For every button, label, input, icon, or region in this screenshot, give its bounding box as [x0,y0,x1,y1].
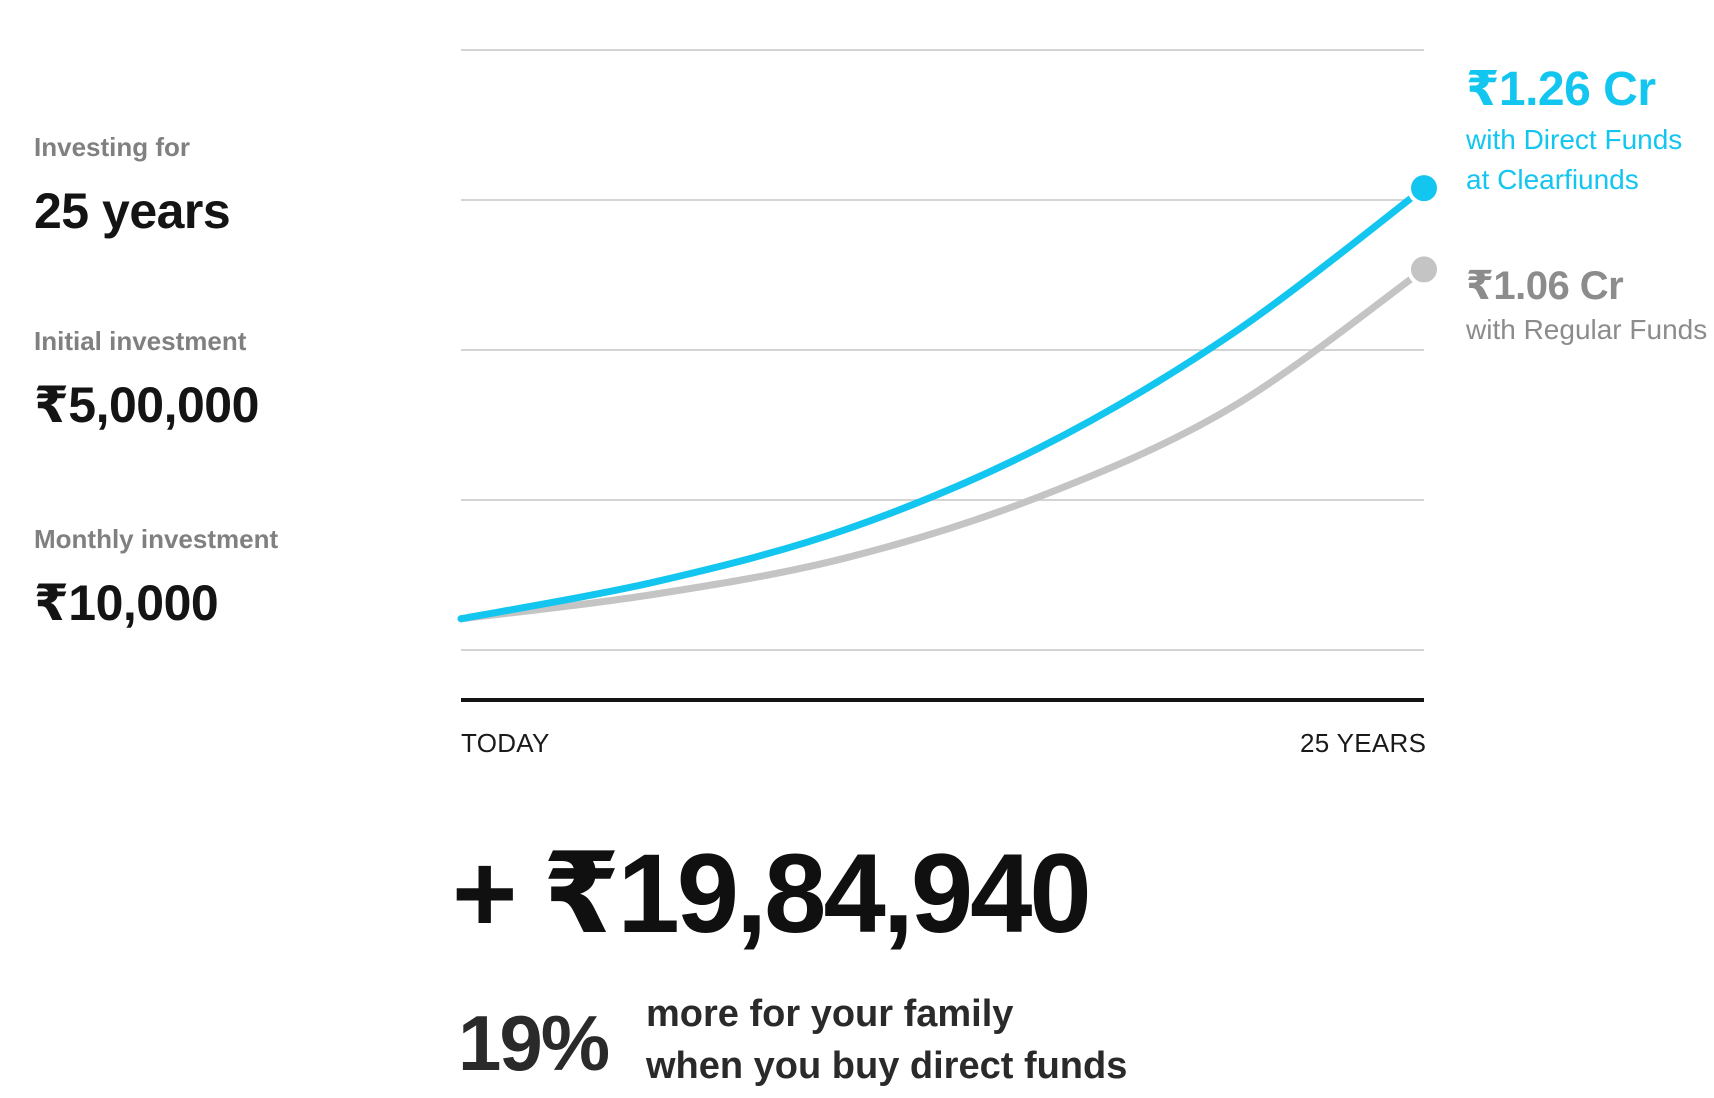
x-axis-end-label: 25 YEARS [1300,728,1427,758]
growth-chart-svg [457,49,1441,702]
difference-amount: + ₹19,84,940 [452,831,1092,956]
regular-funds-end-label: ₹1.06 Cr with Regular Funds [1466,266,1707,350]
direct-funds-line [457,184,1428,623]
direct-funds-end-label: ₹1.26 Cr with Direct Funds at Clearfiund… [1466,66,1682,200]
regular-funds-end-point [1407,252,1441,287]
direct-funds-caption-1: with Direct Funds [1466,124,1683,155]
investing-for-label: Investing for [34,132,191,162]
direct-funds-end-point [1407,171,1441,206]
initial-investment-value[interactable]: ₹5,00,000 [34,377,259,433]
monthly-investment-label: Monthly investment [34,524,279,554]
difference-percent: 19% [458,999,610,1087]
difference-caption-line2: when you buy direct funds [646,1045,1128,1087]
difference-caption: more for your family when you buy direct… [646,988,1127,1092]
direct-funds-caption-2: at Clearfiunds [1466,164,1639,195]
monthly-investment-value[interactable]: ₹10,000 [34,575,219,631]
direct-funds-value: ₹1.26 Cr [1466,63,1656,116]
regular-funds-value: ₹1.06 Cr [1466,264,1624,308]
growth-chart: ₹1.26 Cr with Direct Funds at Clearfiund… [457,49,1707,702]
investing-for-value[interactable]: 25 years [34,183,231,239]
initial-investment-label: Initial investment [34,326,247,356]
x-axis-start-label: TODAY [461,728,550,758]
regular-funds-line [457,265,1428,623]
difference-caption-line1: more for your family [646,993,1014,1035]
regular-funds-caption: with Regular Funds [1466,314,1708,345]
